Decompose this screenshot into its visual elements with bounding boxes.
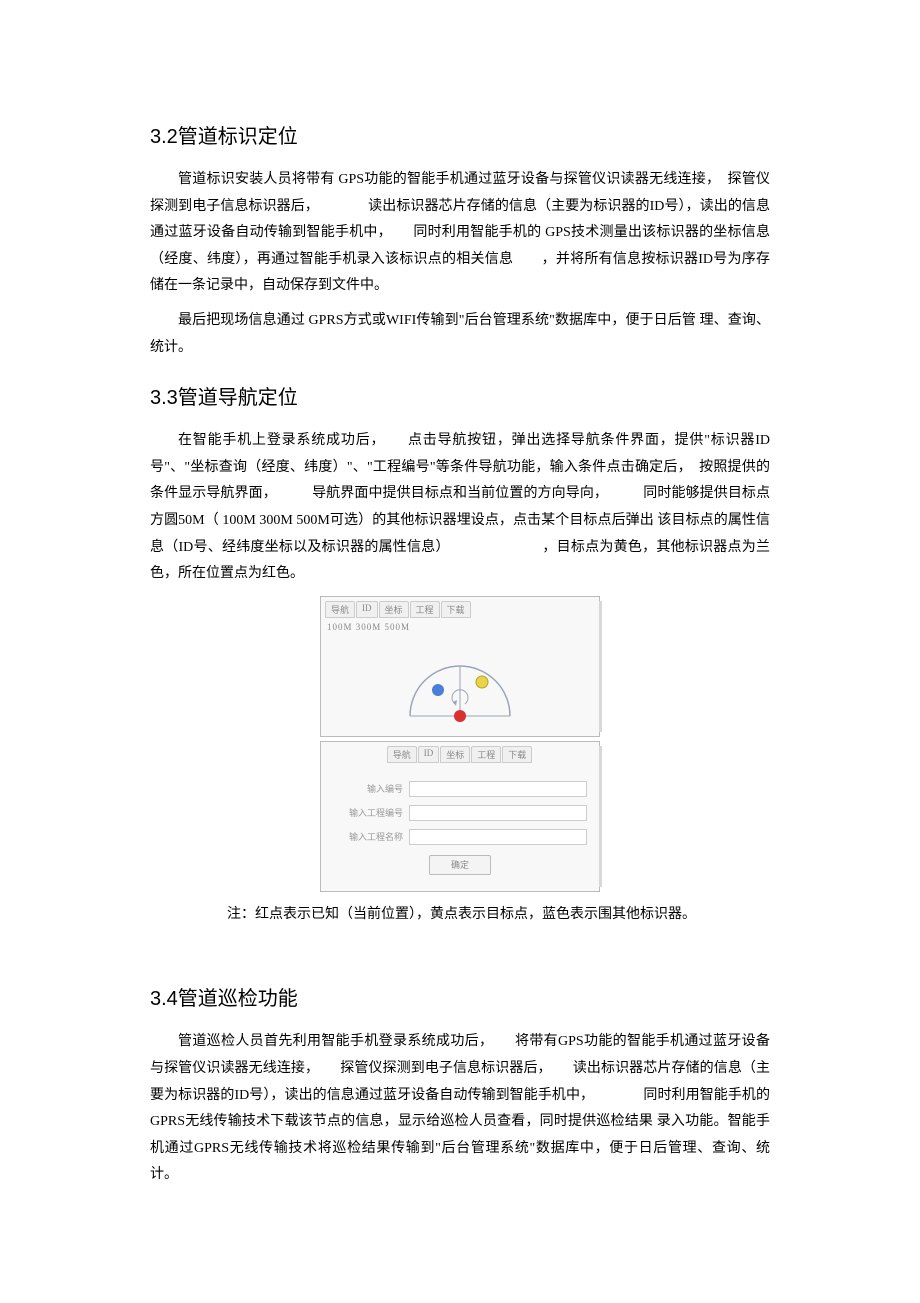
tab-project-2[interactable]: 工程 — [471, 746, 501, 763]
figure-caption: 注：红点表示已知（当前位置），黄点表示目标点，蓝色表示围其他标识器。 — [150, 902, 770, 929]
tab-download-2[interactable]: 下载 — [502, 746, 532, 763]
label-project-name: 输入工程名称 — [333, 830, 403, 843]
range-labels: 100M 300M 500M — [321, 618, 599, 636]
panel-upper: 导航 ID 坐标 工程 下载 100M 300M 500M — [320, 596, 600, 737]
tab-download[interactable]: 下载 — [441, 601, 471, 618]
tab-coord[interactable]: 坐标 — [379, 601, 409, 618]
figure-navigation: 导航 ID 坐标 工程 下载 100M 300M 500M 导航 ID — [320, 596, 600, 892]
label-number: 输入编号 — [333, 782, 403, 795]
para-3-2-1: 管道标识安装人员将带有 GPS功能的智能手机通过蓝牙设备与探管仪识读器无线连接，… — [150, 167, 770, 300]
label-project-number: 输入工程编号 — [333, 806, 403, 819]
tabs-lower: 导航 ID 坐标 工程 下载 — [321, 742, 599, 763]
red-marker — [454, 710, 466, 722]
input-project-number[interactable] — [409, 805, 587, 821]
panel-lower-body: 输入编号 输入工程编号 输入工程名称 确定 — [321, 763, 599, 891]
heading-3-3: 3.3管道导航定位 — [150, 381, 770, 410]
heading-3-2: 3.2管道标识定位 — [150, 120, 770, 149]
tab-nav[interactable]: 导航 — [325, 601, 355, 618]
input-project-name[interactable] — [409, 829, 587, 845]
confirm-button[interactable]: 确定 — [429, 855, 491, 875]
tabs-upper: 导航 ID 坐标 工程 下载 — [321, 597, 599, 618]
input-number[interactable] — [409, 781, 587, 797]
blue-marker — [432, 684, 444, 696]
panel-lower: 导航 ID 坐标 工程 下载 输入编号 输入工程编号 输入工程名称 确定 — [320, 741, 600, 892]
tab-project[interactable]: 工程 — [410, 601, 440, 618]
yellow-marker — [476, 676, 488, 688]
panel-scroll-edge-2 — [599, 746, 602, 887]
input-row-3: 输入工程名称 — [333, 829, 587, 845]
input-row-2: 输入工程编号 — [333, 805, 587, 821]
para-3-3-1: 在智能手机上登录系统成功后， 点击导航按钮，弹出选择导航条件界面，提供"标识器I… — [150, 428, 770, 588]
tab-coord-2[interactable]: 坐标 — [440, 746, 470, 763]
para-3-4-1: 管道巡检人员首先利用智能手机登录系统成功后， 将带有GPS功能的智能手机通过蓝牙… — [150, 1029, 770, 1189]
compass-view — [390, 638, 530, 728]
panel-scroll-edge — [599, 601, 602, 732]
tab-id-2[interactable]: ID — [418, 746, 440, 763]
para-3-2-2: 最后把现场信息通过 GPRS方式或WIFI传输到"后台管理系统"数据库中，便于日… — [150, 308, 770, 361]
input-row-1: 输入编号 — [333, 781, 587, 797]
tab-id[interactable]: ID — [356, 601, 378, 618]
tab-nav-2[interactable]: 导航 — [387, 746, 417, 763]
heading-3-4: 3.4管道巡检功能 — [150, 982, 770, 1011]
